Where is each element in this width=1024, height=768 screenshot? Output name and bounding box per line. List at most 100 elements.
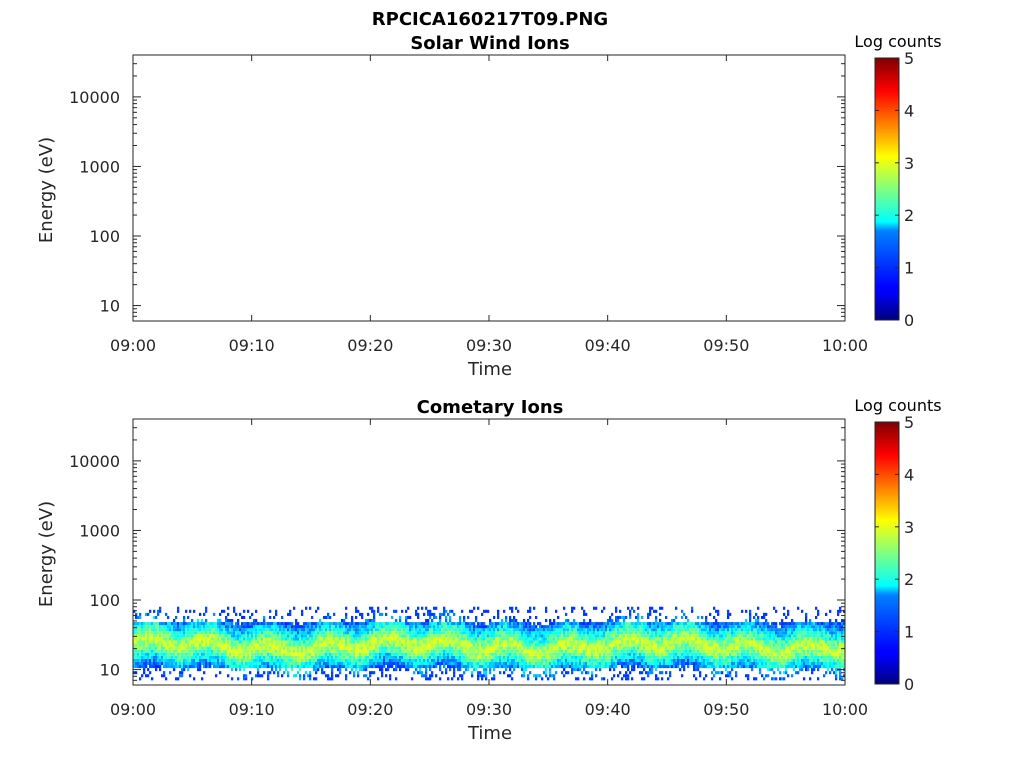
data-cell: [327, 615, 330, 620]
data-cell: [479, 661, 482, 666]
data-cell: [171, 643, 174, 647]
data-cell: [431, 625, 434, 629]
data-cell: [429, 609, 432, 613]
data-cell: [181, 622, 184, 626]
data-cell: [459, 625, 462, 629]
data-cell: [341, 619, 344, 623]
data-cell: [621, 634, 624, 638]
data-cell: [387, 631, 390, 635]
data-cell: [567, 640, 570, 644]
data-cell: [649, 665, 652, 669]
data-cell: [601, 631, 604, 635]
data-cell: [167, 658, 170, 662]
data-cell: [503, 628, 506, 632]
data-cell: [287, 665, 290, 669]
data-cell: [493, 655, 496, 659]
data-cell: [699, 661, 702, 666]
data-cell: [367, 646, 370, 650]
data-cell: [617, 619, 620, 623]
data-cell: [537, 649, 540, 653]
data-cell: [277, 640, 280, 644]
data-cell: [447, 612, 450, 616]
data-cell: [625, 652, 628, 656]
data-cell: [321, 668, 324, 672]
data-cell: [475, 665, 478, 669]
data-cell: [671, 655, 674, 659]
data-cell: [439, 646, 442, 650]
data-cell: [301, 628, 304, 632]
data-cell: [215, 674, 218, 678]
data-cell: [447, 622, 450, 626]
data-cell: [413, 671, 416, 675]
data-cell: [145, 612, 148, 616]
data-cell: [639, 649, 642, 653]
data-cell: [225, 622, 228, 626]
data-cell: [373, 615, 376, 620]
data-cell: [233, 649, 236, 653]
data-cell: [277, 631, 280, 635]
data-cell: [371, 661, 374, 666]
data-cell: [181, 625, 184, 629]
data-cell: [301, 640, 304, 644]
data-cell: [621, 658, 624, 662]
data-cell: [191, 619, 194, 623]
data-cell: [235, 622, 238, 626]
data-cell: [161, 661, 164, 666]
data-cell: [409, 631, 412, 635]
data-cell: [651, 658, 654, 662]
data-cell: [541, 631, 544, 635]
data-cell: [621, 622, 624, 626]
data-cell: [147, 661, 150, 666]
data-cell: [405, 640, 408, 644]
data-cell: [581, 671, 584, 675]
data-cell: [665, 634, 668, 638]
data-cell: [237, 631, 240, 635]
data-cell: [321, 643, 324, 647]
data-cell: [317, 665, 320, 669]
data-cell: [573, 646, 576, 650]
data-cell: [607, 655, 610, 659]
data-cell: [503, 622, 506, 626]
data-cell: [649, 631, 652, 635]
data-cell: [335, 628, 338, 632]
data-cell: [367, 655, 370, 659]
data-cell: [375, 634, 378, 638]
data-cell: [403, 625, 406, 629]
data-cell: [579, 658, 582, 662]
data-cell: [341, 661, 344, 666]
data-cell: [693, 622, 696, 626]
data-cell: [551, 649, 554, 653]
data-cell: [581, 625, 584, 629]
data-cell: [279, 661, 282, 666]
data-cell: [691, 637, 694, 641]
data-cell: [171, 658, 174, 662]
data-cell: [435, 640, 438, 644]
data-cell: [625, 625, 628, 629]
data-cell: [617, 649, 620, 653]
data-cell: [513, 658, 516, 662]
data-cell: [479, 652, 482, 656]
data-cell: [295, 646, 298, 650]
data-cell: [567, 649, 570, 653]
data-cell: [343, 631, 346, 635]
data-cell: [159, 625, 162, 629]
data-cell: [515, 622, 518, 626]
data-cell: [625, 655, 628, 659]
data-cell: [593, 631, 596, 635]
data-cell: [183, 634, 186, 638]
data-cell: [201, 677, 204, 681]
data-cell: [219, 658, 222, 662]
data-cell: [503, 652, 506, 656]
data-cell: [233, 646, 236, 650]
data-cell: [633, 665, 636, 669]
data-cell: [209, 655, 212, 659]
data-cell: [435, 661, 438, 666]
data-cell: [321, 634, 324, 638]
data-cell: [445, 609, 448, 613]
data-cell: [239, 628, 242, 632]
data-cell: [635, 615, 638, 620]
data-cell: [595, 625, 598, 629]
data-cell: [485, 665, 488, 669]
data-cell: [475, 631, 478, 635]
data-cell: [691, 643, 694, 647]
